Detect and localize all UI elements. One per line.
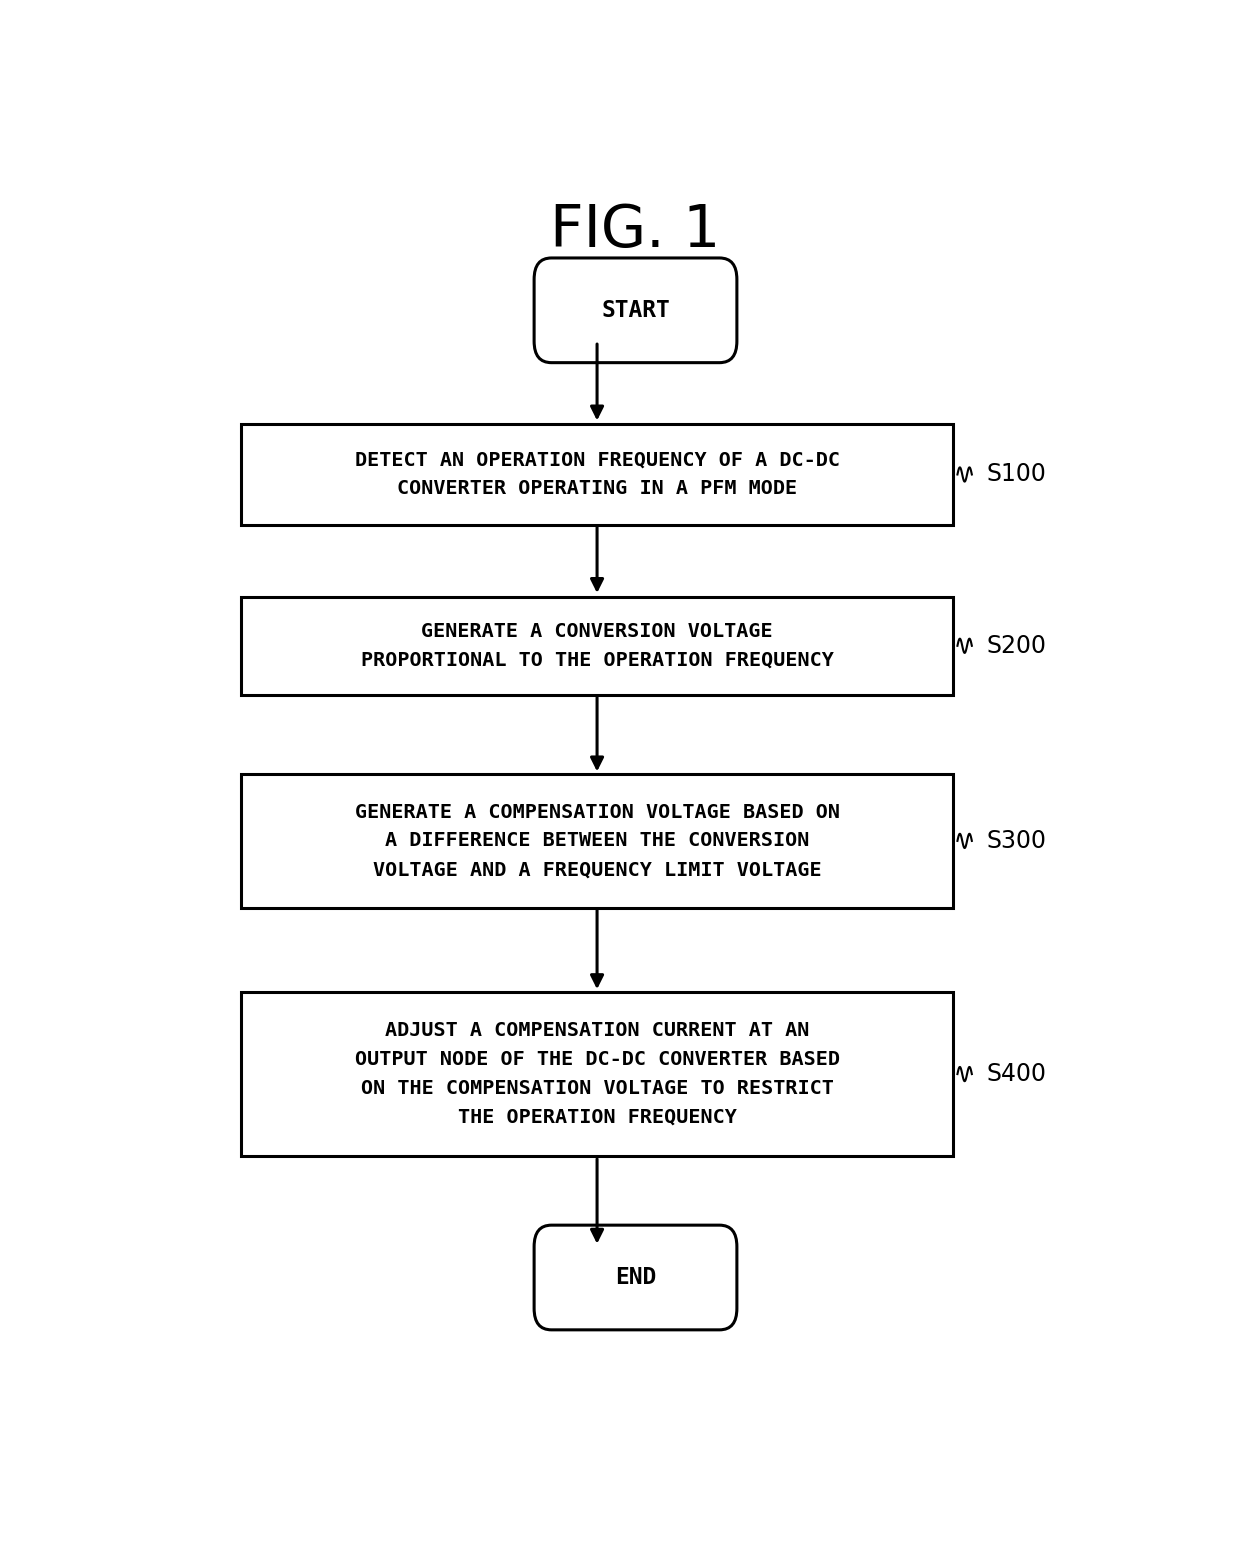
Bar <box>242 596 952 695</box>
Text: S200: S200 <box>986 633 1047 658</box>
Text: DETECT AN OPERATION FREQUENCY OF A DC-DC
CONVERTER OPERATING IN A PFM MODE: DETECT AN OPERATION FREQUENCY OF A DC-DC… <box>355 451 839 499</box>
FancyBboxPatch shape <box>534 258 737 363</box>
Text: GENERATE A CONVERSION VOLTAGE
PROPORTIONAL TO THE OPERATION FREQUENCY: GENERATE A CONVERSION VOLTAGE PROPORTION… <box>361 623 833 669</box>
Text: S100: S100 <box>986 462 1047 487</box>
Text: S400: S400 <box>986 1061 1047 1086</box>
Bar <box>242 423 952 525</box>
Text: S300: S300 <box>986 830 1047 853</box>
FancyBboxPatch shape <box>534 1225 737 1330</box>
Bar <box>242 774 952 907</box>
Text: FIG. 1: FIG. 1 <box>551 202 720 260</box>
Text: GENERATE A COMPENSATION VOLTAGE BASED ON
A DIFFERENCE BETWEEN THE CONVERSION
VOL: GENERATE A COMPENSATION VOLTAGE BASED ON… <box>355 803 839 879</box>
Text: END: END <box>615 1265 656 1289</box>
Bar <box>242 992 952 1156</box>
Text: START: START <box>601 298 670 321</box>
Text: ADJUST A COMPENSATION CURRENT AT AN
OUTPUT NODE OF THE DC-DC CONVERTER BASED
ON : ADJUST A COMPENSATION CURRENT AT AN OUTP… <box>355 1021 839 1126</box>
